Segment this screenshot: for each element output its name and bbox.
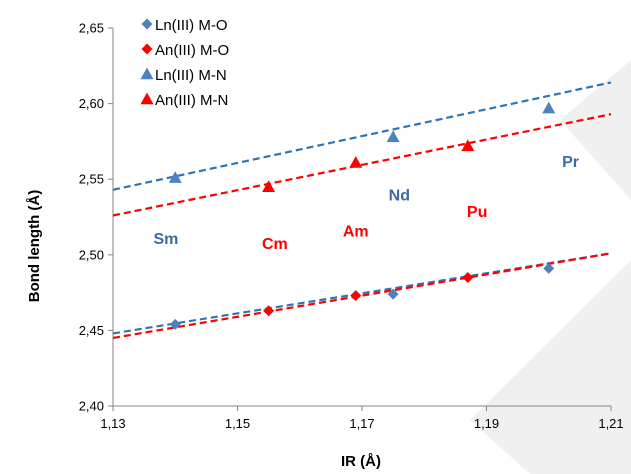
data-point-An(III) M-O [350, 290, 362, 302]
y-tick-label: 2,50 [79, 247, 104, 262]
y-tick-label: 2,55 [79, 172, 104, 187]
annotation-Pu: Pu [467, 204, 487, 221]
data-point-An(III) M-O [263, 305, 275, 317]
watermark [470, 60, 631, 474]
legend-marker-Ln(III) M-O [141, 18, 153, 30]
data-point-Ln(III) M-N [542, 101, 556, 114]
x-axis-title: IR (Å) [341, 453, 381, 470]
x-tick-label: 1,15 [225, 416, 250, 431]
y-axis-title: Bond length (Å) [26, 190, 43, 302]
y-tick-label: 2,60 [79, 96, 104, 111]
legend-label-An(III) M-N: An(III) M-N [155, 92, 228, 109]
y-tick-label: 2,45 [79, 323, 104, 338]
annotation-Am: Am [343, 224, 369, 241]
legend-label-Ln(III) M-N: Ln(III) M-N [155, 67, 227, 84]
data-point-Ln(III) M-N [386, 130, 400, 143]
y-tick-label: 2,40 [79, 399, 104, 414]
legend-label-An(III) M-O: An(III) M-O [155, 42, 229, 59]
annotation-Sm: Sm [153, 231, 178, 248]
y-tick-label: 2,65 [79, 21, 104, 36]
annotation-Nd: Nd [389, 187, 410, 204]
annotations: Sm Cm Am Nd Pu Pr [153, 154, 579, 253]
axes: 2,40 2,45 2,50 2,55 2,60 2,65 1,13 1,15 1,17 1,19… [79, 21, 624, 432]
annotation-Pr: Pr [562, 154, 579, 171]
data-point-An(III) M-O [462, 271, 474, 283]
data-markers [168, 101, 556, 330]
x-tick-label: 1,19 [474, 416, 499, 431]
annotation-Cm: Cm [262, 236, 288, 253]
legend-marker-An(III) M-O [141, 43, 153, 55]
data-point-An(III) M-N [349, 156, 363, 168]
legend: Ln(III) M-O An(III) M-O Ln(III) M-N An(III)… [140, 17, 229, 109]
x-tick-label: 1,17 [349, 416, 374, 431]
x-tick-label: 1,13 [100, 416, 125, 431]
trendline-An(III) M-O [112, 252, 612, 340]
legend-marker-Ln(III) M-N [140, 67, 154, 80]
trendlines [112, 81, 612, 340]
legend-marker-An(III) M-N [140, 92, 154, 105]
data-point-Ln(III) M-N [168, 171, 182, 183]
data-point-An(III) M-N [262, 180, 276, 192]
data-point-Ln(III) M-O [387, 288, 399, 300]
data-point-An(III) M-N [461, 139, 475, 152]
legend-label-Ln(III) M-O: Ln(III) M-O [155, 17, 228, 34]
x-tick-label: 1,21 [598, 416, 623, 431]
trendline-Ln(III) M-N [112, 81, 612, 191]
data-point-Ln(III) M-O [169, 318, 181, 330]
trendline-An(III) M-N [112, 113, 612, 217]
data-point-Ln(III) M-O [543, 262, 555, 274]
